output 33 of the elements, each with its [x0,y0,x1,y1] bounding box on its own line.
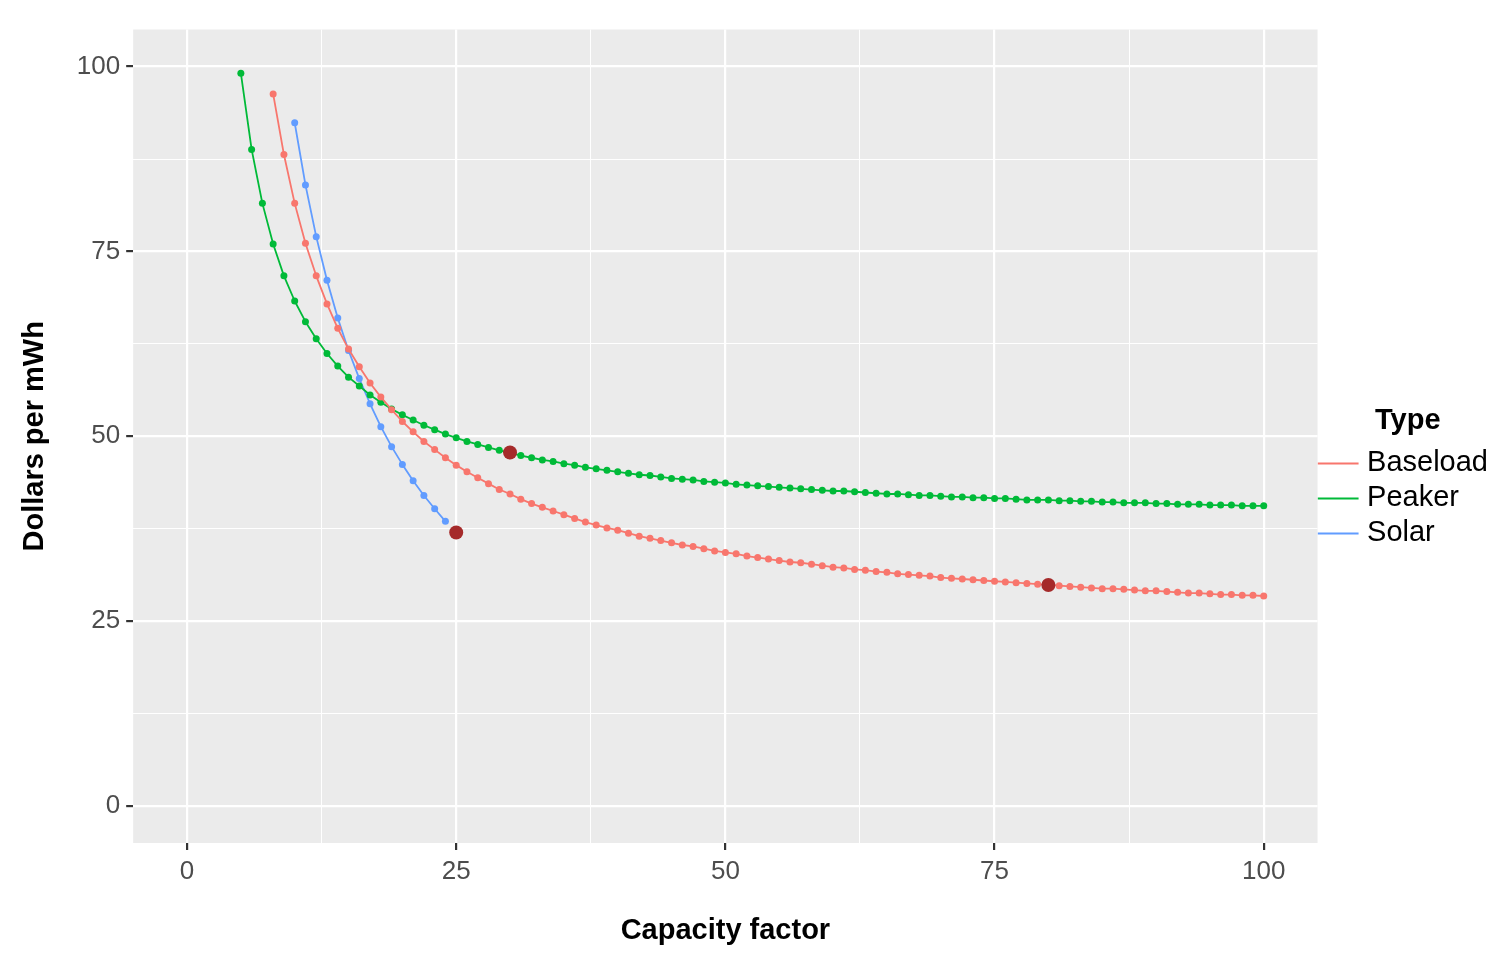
point [334,314,342,322]
x-axis-title: Capacity factor [620,912,831,945]
point [431,505,439,513]
point [291,119,299,127]
y-tick-label: 50 [91,419,121,450]
legend-label: Peaker [1367,480,1460,513]
legend-title: Type [1375,402,1441,435]
point [312,233,320,241]
x-tick-label: 25 [441,854,471,885]
legend-label: Baseload [1367,445,1489,478]
y-tick-label: 0 [105,789,121,820]
point [449,525,464,540]
x-tick-label: 75 [980,854,1010,885]
point [366,400,374,408]
point [503,445,518,460]
point [398,460,406,468]
point [323,276,331,284]
point [409,477,417,485]
point [355,375,363,383]
legend-label: Solar [1367,515,1436,548]
y-axis-title: Dollars per mWh [17,321,50,552]
point [377,423,385,431]
point [1041,577,1056,592]
point [420,491,428,499]
x-tick-label: 100 [1242,854,1286,885]
y-tick-label: 100 [76,49,121,80]
y-tick-label: 75 [91,234,121,265]
point [388,443,396,451]
point [441,517,449,525]
x-tick-label: 50 [710,854,740,885]
point [301,181,309,189]
y-tick-label: 25 [91,604,121,635]
x-tick-label: 0 [179,854,195,885]
